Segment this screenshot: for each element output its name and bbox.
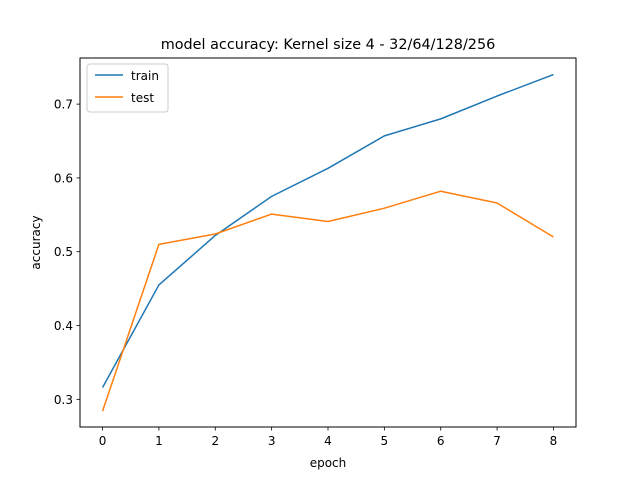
y-tick-label: 0.3 [54, 393, 73, 407]
y-axis-label: accuracy [29, 215, 43, 269]
y-tick-label: 0.4 [54, 319, 73, 333]
legend-label-train: train [131, 69, 159, 83]
legend: train test [86, 63, 169, 113]
y-tick-label: 0.6 [54, 171, 73, 185]
legend-box [86, 63, 169, 113]
x-tick-label: 5 [381, 434, 389, 448]
x-tick-label: 0 [99, 434, 107, 448]
x-tick-label: 2 [211, 434, 219, 448]
x-tick-label: 3 [268, 434, 276, 448]
y-tick-label: 0.5 [54, 245, 73, 259]
y-tick-label: 0.7 [54, 98, 73, 112]
series-line-train [101, 73, 554, 388]
legend-label-test: test [131, 91, 154, 105]
x-tick-label: 1 [155, 434, 163, 448]
x-tick-label: 4 [324, 434, 332, 448]
y-axis-ticks: 0.3 0.4 0.5 0.6 0.7 [54, 98, 80, 407]
x-tick-label: 7 [493, 434, 501, 448]
plot-area [101, 73, 554, 412]
x-axis-label: epoch [310, 456, 347, 470]
plot-frame [79, 57, 577, 428]
x-tick-label: 6 [437, 434, 445, 448]
x-axis-ticks: 0 1 2 3 4 5 6 7 8 [99, 427, 558, 448]
series-line-test [101, 190, 554, 412]
chart-title: model accuracy: Kernel size 4 - 32/64/12… [161, 37, 496, 53]
x-tick-label: 8 [550, 434, 558, 448]
